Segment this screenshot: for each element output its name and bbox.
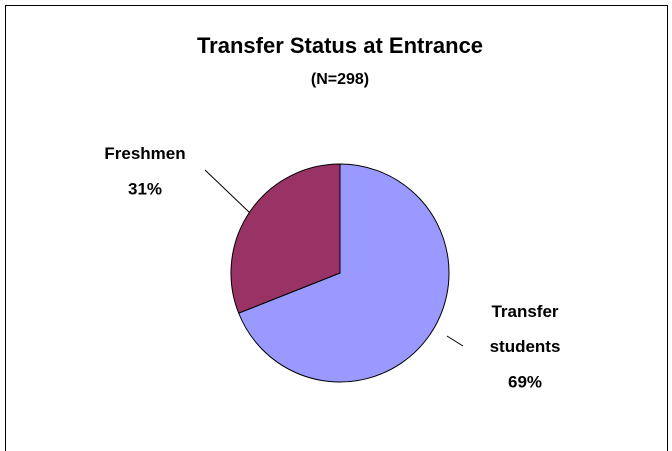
value-label: 69% [508,372,542,391]
label-line: Transfer [491,302,558,321]
chart-title: Transfer Status at Entrance [197,33,483,58]
category-label: Transfer students [490,302,561,356]
chart-border [5,5,668,451]
leader-line [446,335,464,347]
chart-subtitle: (N=298) [311,71,369,88]
leader-line [204,169,251,214]
category-label: Freshmen [104,144,185,163]
value-label: 31% [128,179,162,198]
pie-slice [238,163,450,383]
label-line: students [490,337,561,356]
label-line: Freshmen [104,144,185,163]
pie-slice [230,163,341,314]
